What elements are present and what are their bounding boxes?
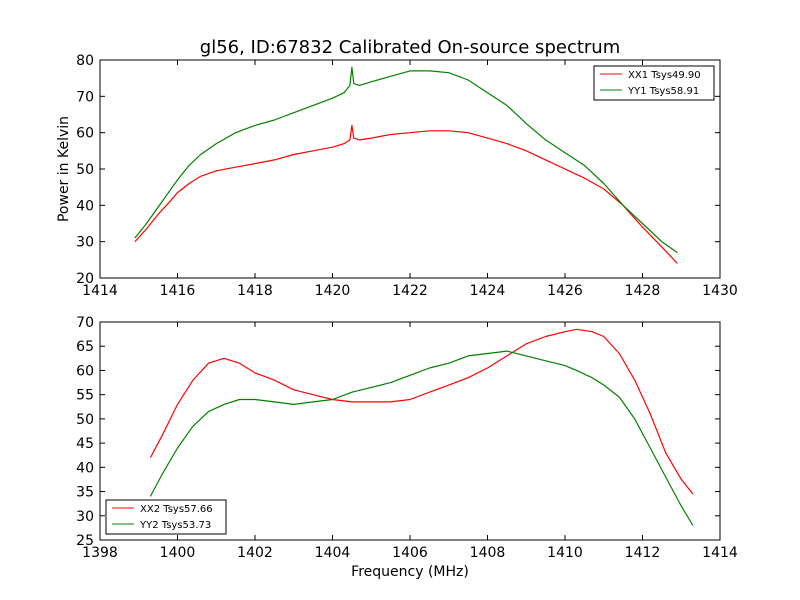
bottom-y-tick-label: 50 [76, 412, 94, 428]
top-x-tick-label: 1420 [315, 283, 351, 299]
bottom-series-layer [149, 328, 694, 526]
top-y-tick-label: 70 [76, 89, 94, 105]
chart-title: gl56, ID:67832 Calibrated On-source spec… [200, 37, 620, 58]
top-series-line-xx1 [134, 124, 678, 264]
legend-label-yy1: YY1 Tsys58.91 [627, 86, 699, 97]
legend-label-yy2: YY2 Tsys53.73 [139, 520, 211, 531]
top-panel: 1414 1416 1418 1420 1422 1424 1426 1428 1430 20 30… [56, 37, 738, 299]
bottom-y-tick-label: 70 [76, 315, 94, 331]
bottom-x-tick-label: 1408 [470, 545, 506, 561]
bottom-x-tick-label: 1410 [547, 545, 583, 561]
bottom-panel: 1398 1400 1402 1404 1406 1408 1410 1412 1414 25 30… [76, 315, 738, 580]
bottom-x-tick-label: 1404 [315, 545, 351, 561]
bottom-legend: XX2 Tsys57.66 YY2 Tsys53.73 [105, 499, 227, 535]
bottom-x-tick-label: 1400 [160, 545, 196, 561]
top-y-tick-label: 50 [76, 162, 94, 178]
top-x-tick-label: 1414 [82, 283, 118, 299]
top-y-axis-label: Power in Kelvin [56, 116, 72, 222]
top-x-tick-label: 1422 [392, 283, 428, 299]
top-y-tick-label: 40 [76, 198, 94, 214]
top-series-layer [134, 66, 678, 264]
bottom-y-tick-label: 30 [76, 509, 94, 525]
bottom-y-tick-label: 60 [76, 363, 94, 379]
bottom-tick-layer: 1398 1400 1402 1404 1406 1408 1410 1412 1414 25 30… [76, 315, 738, 561]
top-legend-box [593, 65, 715, 101]
bottom-series-line-xx2 [149, 328, 694, 495]
top-series-line-yy1 [134, 66, 678, 254]
top-x-tick-label: 1418 [237, 283, 273, 299]
bottom-series-line-yy2 [149, 350, 694, 526]
bottom-y-tick-label: 35 [76, 485, 94, 501]
bottom-y-tick-label: 45 [76, 436, 94, 452]
bottom-x-axis-label: Frequency (MHz) [351, 564, 469, 580]
bottom-x-tick-label: 1414 [702, 545, 738, 561]
bottom-y-tick-label: 65 [76, 339, 94, 355]
top-y-tick-label: 20 [76, 271, 94, 287]
bottom-x-tick-label: 1412 [625, 545, 661, 561]
top-x-tick-label: 1428 [625, 283, 661, 299]
bottom-x-tick-label: 1398 [82, 545, 118, 561]
top-tick-layer: 1414 1416 1418 1420 1422 1424 1426 1428 1430 20 30… [76, 53, 738, 299]
top-x-tick-label: 1426 [547, 283, 583, 299]
bottom-y-tick-label: 40 [76, 460, 94, 476]
top-x-tick-label: 1416 [160, 283, 196, 299]
bottom-y-tick-label: 55 [76, 388, 94, 404]
top-x-tick-label: 1430 [702, 283, 738, 299]
bottom-y-tick-label: 25 [76, 533, 94, 549]
legend-label-xx2: XX2 Tsys57.66 [140, 504, 213, 515]
bottom-x-tick-label: 1406 [392, 545, 428, 561]
top-y-tick-label: 80 [76, 53, 94, 69]
top-y-tick-label: 60 [76, 126, 94, 142]
bottom-x-tick-label: 1402 [237, 545, 273, 561]
bottom-legend-box [105, 499, 227, 535]
top-legend: XX1 Tsys49.90 YY1 Tsys58.91 [593, 65, 715, 101]
top-x-tick-label: 1424 [470, 283, 506, 299]
top-y-tick-label: 30 [76, 235, 94, 251]
legend-label-xx1: XX1 Tsys49.90 [628, 70, 701, 81]
